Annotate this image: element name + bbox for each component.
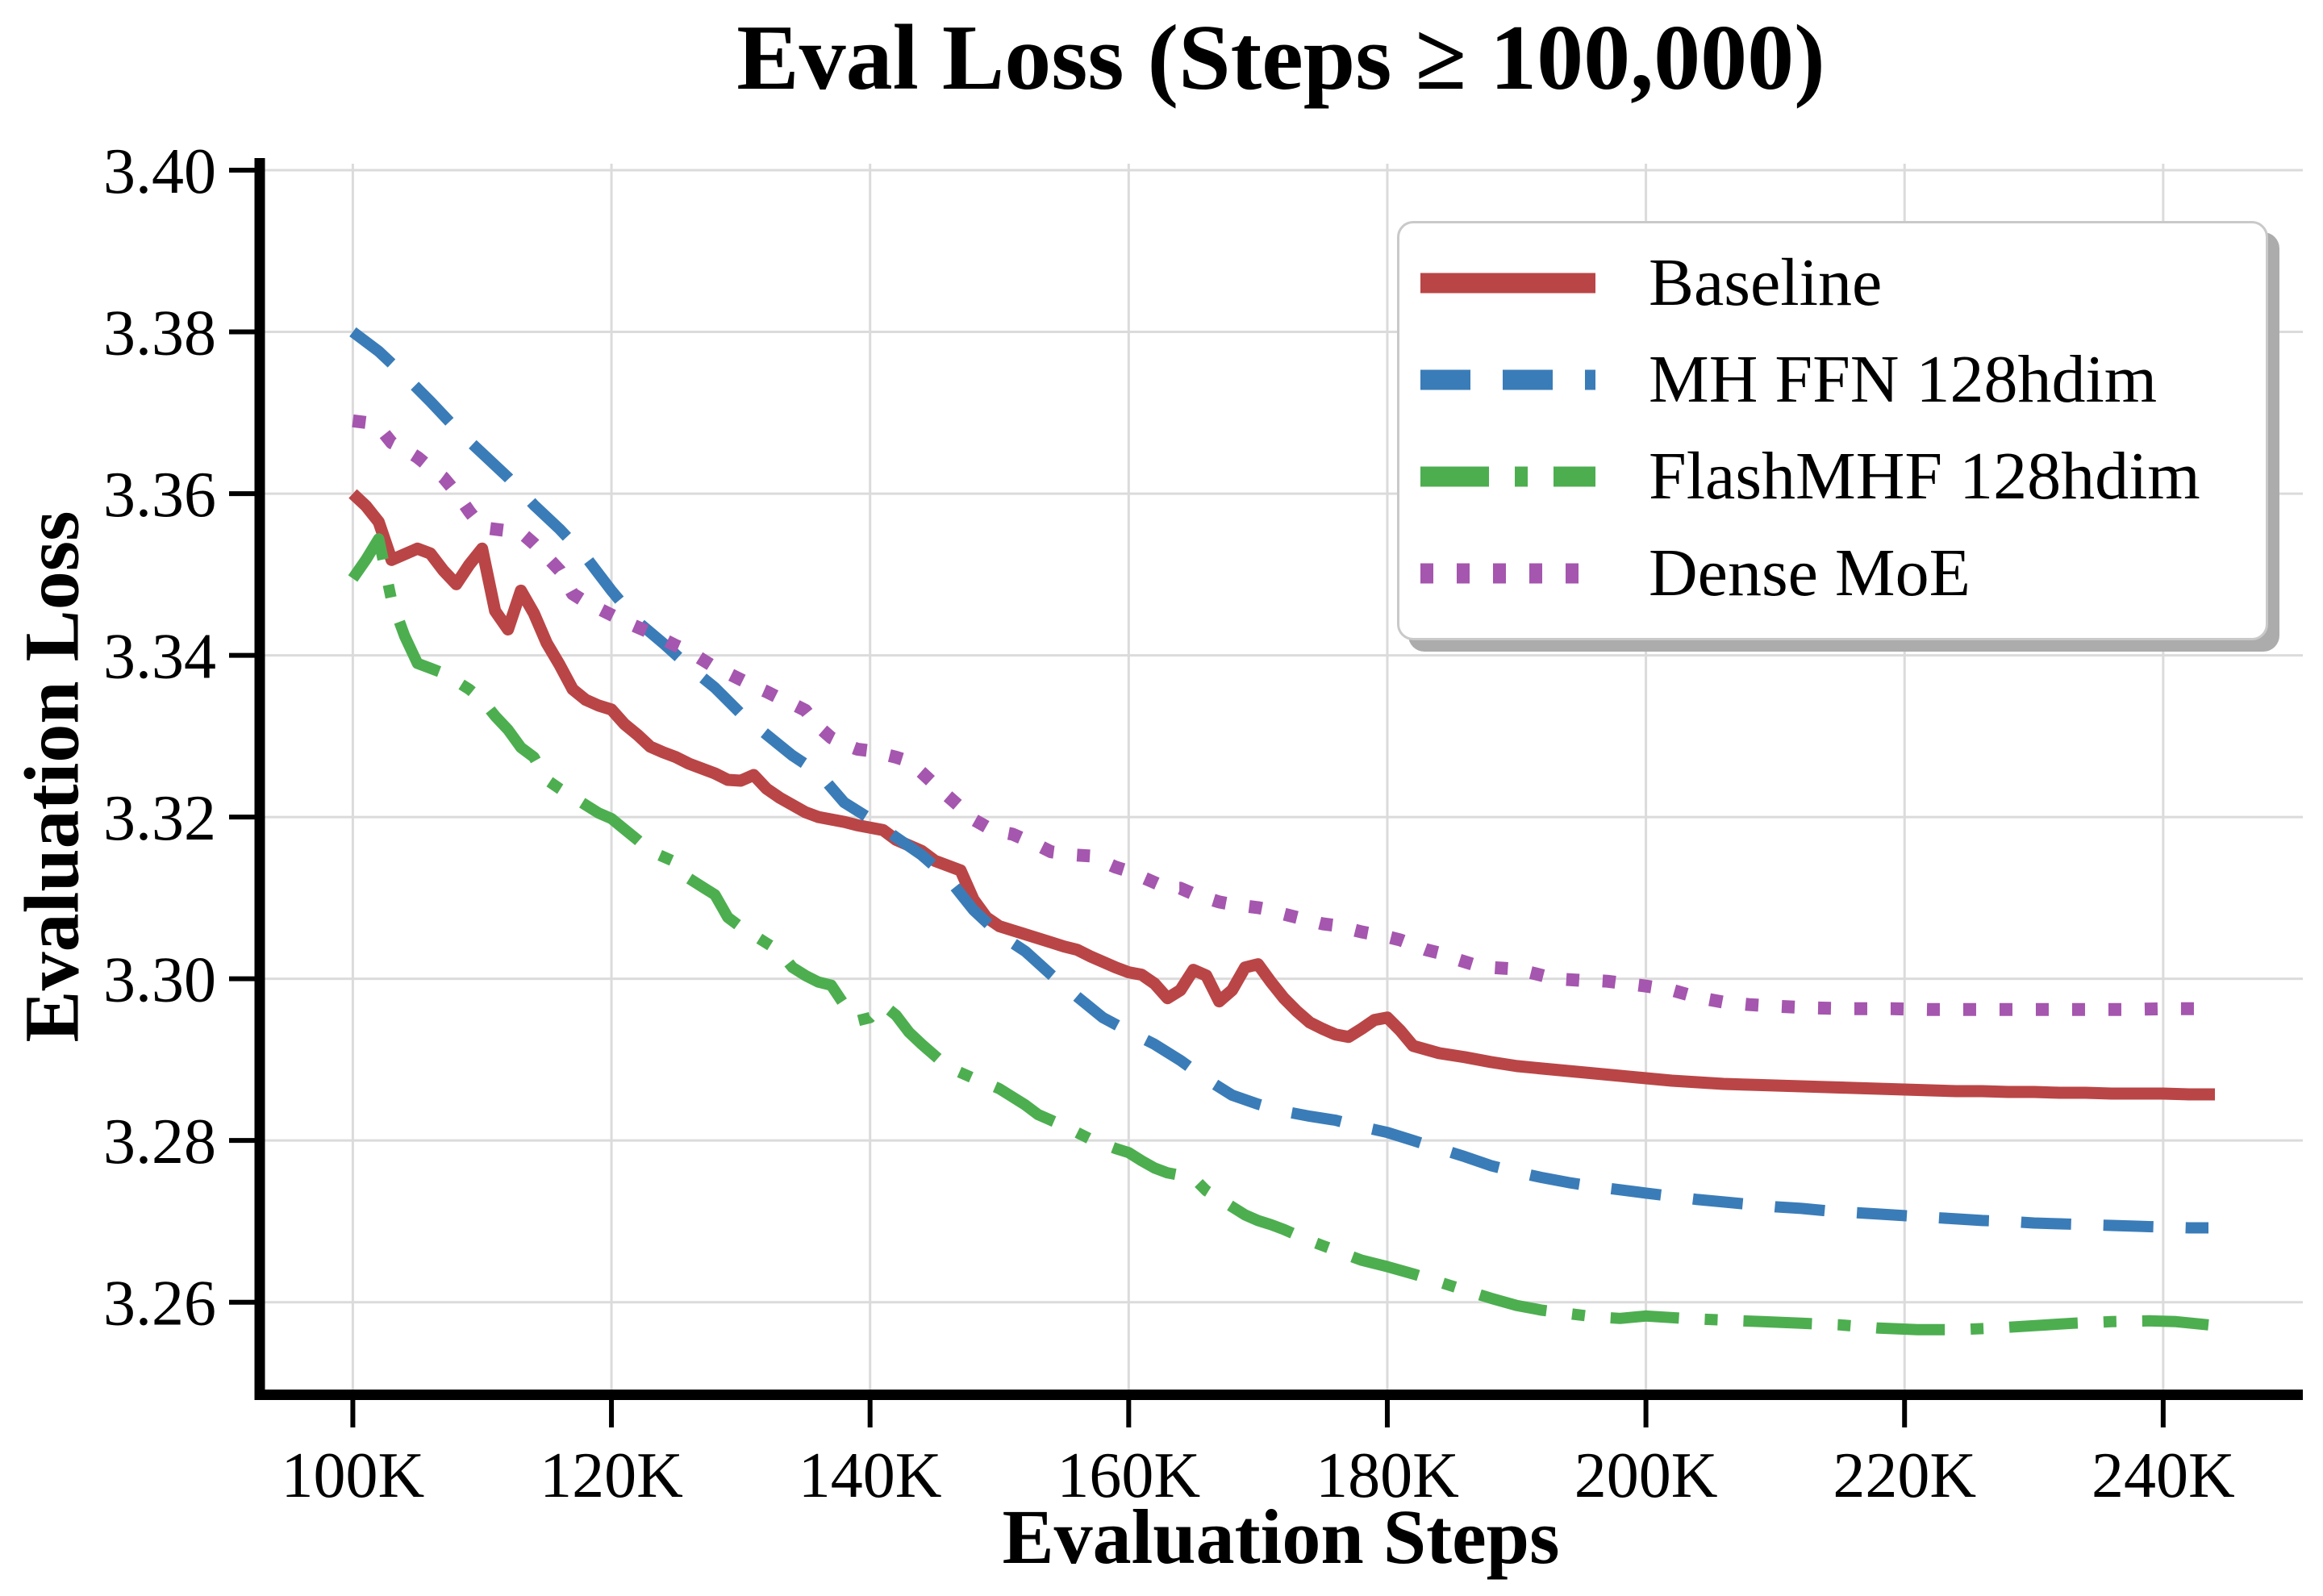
legend-swatch-dotted (1420, 563, 1595, 584)
x-tick-label: 160K (1057, 1440, 1200, 1511)
legend-item-label: MH FFN 128hdim (1649, 342, 2158, 417)
y-tick-label: 3.34 (103, 622, 216, 693)
gridlines (260, 164, 2303, 1390)
x-tick-label: 120K (540, 1440, 683, 1511)
x-tick-label: 220K (1833, 1440, 1976, 1511)
y-tick-label: 3.38 (103, 298, 216, 369)
x-tick-label: 180K (1316, 1440, 1459, 1511)
axis-ticks: 3.26 3.28 3.30 3.32 3.34 3.36 3.38 3.40 100K 120K… (103, 136, 2235, 1511)
legend-item-dense-moe: Dense MoE (1417, 540, 2258, 607)
legend-swatch-solid (1420, 273, 1595, 294)
series-line-flashmhf-128hdim (348, 533, 2209, 1336)
x-tick-label: 200K (1574, 1440, 1718, 1511)
y-tick-label: 3.30 (103, 945, 216, 1016)
legend-item-mh-ffn-128hdim: MH FFN 128hdim (1417, 346, 2258, 414)
legend-item-label: Baseline (1649, 245, 1883, 320)
legend-item-flashmhf-128hdim: FlashMHF 128hdim (1417, 443, 2258, 510)
y-tick-label: 3.36 (103, 460, 216, 531)
y-tick-label: 3.28 (103, 1106, 216, 1177)
legend: Baseline MH FFN 128hdim FlashMHF 128hdim De… (1397, 221, 2268, 640)
legend-swatch-dashed (1420, 369, 1595, 390)
series-line-baseline (348, 489, 2215, 1101)
y-tick-label: 3.32 (103, 783, 216, 854)
y-tick-label: 3.40 (103, 136, 216, 207)
legend-item-baseline: Baseline (1417, 249, 2258, 317)
legend-item-label: FlashMHF 128hdim (1649, 439, 2200, 514)
x-tick-label: 100K (282, 1440, 425, 1511)
y-axis-label: Evaluation Loss (8, 510, 95, 1043)
y-tick-label: 3.26 (103, 1269, 216, 1340)
chart-title: Eval Loss (Steps ≥ 100,000) (736, 6, 1825, 110)
legend-swatch-dashdot (1420, 466, 1595, 487)
x-axis-label: Evaluation Steps (1002, 1494, 1560, 1580)
axis-spines (254, 158, 2303, 1400)
legend-item-label: Dense MoE (1649, 535, 1971, 610)
x-tick-label: 240K (2092, 1440, 2235, 1511)
x-tick-label: 140K (799, 1440, 942, 1511)
series-line-dense-moe (352, 414, 2196, 1016)
series-lines (348, 327, 2215, 1336)
series-line-mh-ffn-128hdim (349, 327, 2208, 1234)
